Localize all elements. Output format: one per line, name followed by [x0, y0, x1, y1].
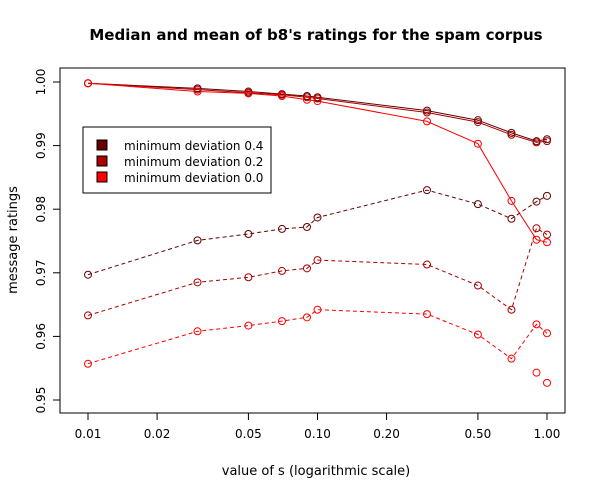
data-point	[532, 320, 541, 329]
data-point	[277, 224, 286, 233]
data-point	[473, 200, 482, 209]
data-point	[313, 305, 322, 314]
x-tick-label: 0.05	[235, 427, 262, 441]
x-tick-label: 1.00	[534, 427, 561, 441]
data-point	[313, 256, 322, 265]
points-layer	[84, 79, 551, 387]
data-point	[84, 311, 92, 320]
legend-swatch	[96, 155, 108, 167]
x-axis-label: value of s (logarithmic scale)	[222, 464, 410, 479]
data-point	[543, 238, 551, 247]
y-tick-label: 0.98	[34, 196, 48, 223]
plot-area	[59, 67, 566, 414]
data-point	[244, 321, 253, 330]
data-point	[507, 214, 516, 223]
x-tick-label: 0.20	[373, 427, 400, 441]
data-point	[244, 273, 253, 282]
data-point	[543, 329, 551, 338]
data-point	[543, 230, 551, 239]
legend-label: minimum deviation 0.0	[124, 171, 263, 185]
data-point	[543, 191, 551, 200]
data-point	[244, 230, 253, 239]
legend-swatch	[96, 139, 108, 151]
median-line-deviation-0.2	[87, 82, 548, 143]
data-point	[422, 108, 431, 117]
x-tick-label: 0.02	[144, 427, 171, 441]
data-point	[532, 235, 541, 244]
data-point	[473, 118, 482, 127]
data-point	[473, 281, 482, 290]
data-point	[302, 95, 311, 104]
data-point	[422, 186, 431, 195]
data-point	[302, 93, 311, 102]
data-point	[422, 310, 431, 319]
data-point	[277, 266, 286, 275]
data-point	[84, 270, 92, 279]
data-point	[84, 359, 92, 368]
x-tick-label: 0.10	[304, 427, 331, 441]
y-tick-label: 0.96	[34, 323, 48, 350]
data-point	[507, 196, 516, 205]
legend-label: minimum deviation 0.2	[124, 155, 263, 169]
data-point	[302, 223, 311, 232]
data-point	[532, 224, 541, 233]
data-point	[422, 260, 431, 269]
x-tick-label: 0.50	[465, 427, 492, 441]
data-point	[302, 313, 311, 322]
data-point	[473, 139, 482, 148]
y-axis: 0.95 0.96 0.97 0.98 0.99 1.00	[34, 69, 61, 414]
mean-line-deviation-0.2	[87, 227, 548, 316]
data-point	[277, 91, 286, 100]
data-point	[313, 213, 322, 222]
y-tick-label: 1.00	[34, 69, 48, 96]
legend-box	[82, 126, 272, 194]
mean-line-deviation-0.0	[87, 309, 548, 365]
x-tick-label: 0.01	[75, 427, 102, 441]
data-point	[84, 79, 92, 88]
y-tick-label: 0.97	[34, 259, 48, 286]
data-point	[532, 197, 541, 206]
data-point	[507, 354, 516, 363]
data-point	[193, 327, 202, 336]
data-point	[422, 117, 431, 126]
data-point	[313, 94, 322, 103]
y-tick-label: 0.99	[34, 132, 48, 159]
data-point	[244, 89, 253, 98]
data-point	[543, 378, 551, 387]
chart-title: Median and mean of b8's ratings for the …	[89, 26, 542, 44]
legend-swatch	[96, 171, 108, 183]
legend-label: minimum deviation 0.4	[124, 139, 263, 153]
data-point	[302, 264, 311, 273]
data-point	[193, 236, 202, 245]
legend: minimum deviation 0.4 minimum deviation 0…	[82, 126, 272, 194]
data-point	[543, 137, 551, 146]
data-point	[507, 305, 516, 314]
data-point	[313, 97, 322, 106]
data-point	[193, 87, 202, 96]
data-point	[277, 317, 286, 326]
y-axis-label: message ratings	[6, 186, 21, 294]
data-point	[507, 130, 516, 139]
data-point	[532, 368, 541, 377]
data-point	[532, 138, 541, 147]
data-point	[193, 278, 202, 287]
x-axis: 0.01 0.02 0.05 0.10 0.20 0.50 1.00	[75, 412, 561, 441]
data-point	[473, 330, 482, 339]
mean-line-deviation-0.4	[87, 189, 548, 276]
y-tick-label: 0.95	[34, 387, 48, 414]
